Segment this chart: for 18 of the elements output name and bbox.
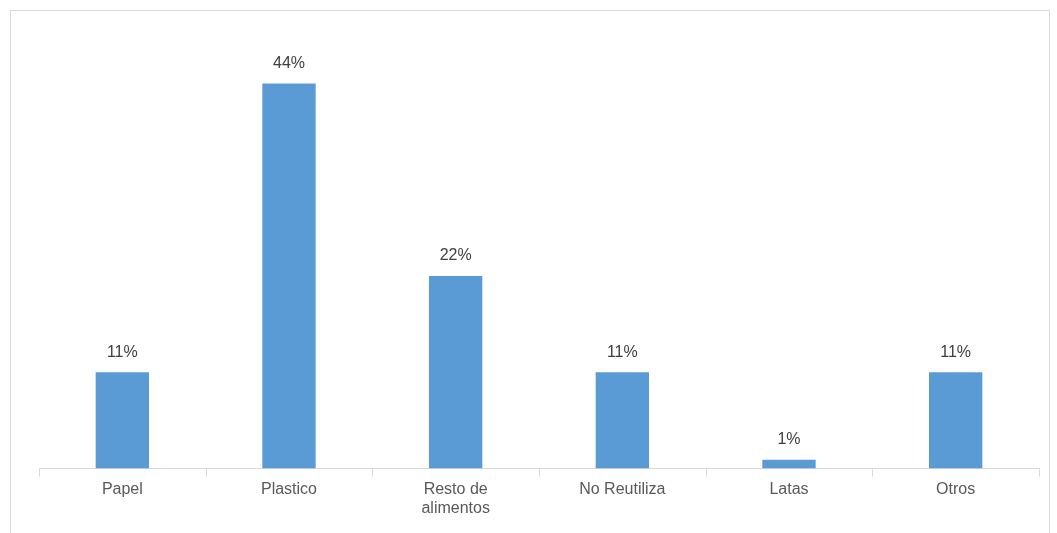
x-tick-label: Resto de alimentos: [421, 479, 490, 516]
x-tick-label: Latas: [769, 479, 809, 497]
bar: [762, 459, 816, 469]
data-label: 11%: [940, 342, 972, 360]
data-label: 11%: [106, 342, 138, 360]
bar: [595, 372, 649, 469]
data-label: 44%: [272, 53, 306, 71]
data-label: 11%: [606, 342, 638, 360]
x-tick-label: Papel: [101, 479, 143, 497]
bar: [95, 372, 149, 469]
data-label: 1%: [777, 430, 801, 448]
x-tick-label: Otros: [936, 479, 976, 497]
x-tick-label: Plastico: [260, 479, 318, 497]
data-label: 22%: [439, 246, 472, 264]
bar: [929, 372, 983, 469]
bar: [262, 83, 316, 469]
bar: [429, 276, 483, 469]
x-tick-label: No Reutiliza: [579, 479, 666, 497]
